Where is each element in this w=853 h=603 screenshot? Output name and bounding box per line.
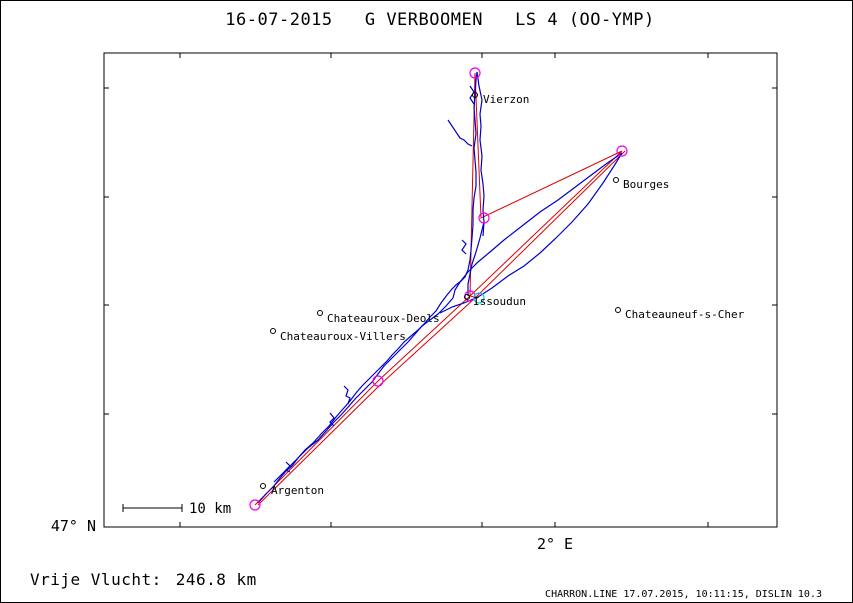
task-line-secondary xyxy=(257,150,626,506)
place-label-argenton: Argenton xyxy=(271,484,324,497)
page-title: 16-07-2015 G VERBOOMEN LS 4 (OO-YMP) xyxy=(225,10,654,30)
track-bourges-return xyxy=(452,152,623,299)
scale-bar-label: 10 km xyxy=(189,501,231,517)
place-labels: Vierzon Bourges Issoudun Chateauroux-Deo… xyxy=(271,93,745,497)
place-marker-chateauroux-deols xyxy=(317,310,323,316)
place-label-chateauroux-villers: Chateauroux-Villers xyxy=(280,330,406,343)
task-line xyxy=(254,72,623,506)
track-thermal-1 xyxy=(343,385,351,405)
track-thermal-3 xyxy=(284,461,291,473)
axis-ticks xyxy=(104,53,777,528)
track-thermal-2 xyxy=(329,412,335,427)
track-excursion-west xyxy=(447,119,473,147)
distance-label: Vrije Vlucht: xyxy=(30,570,162,589)
place-marker-chateauroux-villers xyxy=(270,328,276,334)
distance-caption: Vrije Vlucht: 246.8 km xyxy=(30,570,257,589)
turnpoint-4 xyxy=(478,212,490,224)
start-finish-marker xyxy=(473,292,485,304)
track-bourges-leg xyxy=(439,152,623,314)
turnpoint-start xyxy=(249,499,261,511)
latitude-label: 47° N xyxy=(51,517,96,535)
turnpoints xyxy=(249,67,628,511)
track-final-glide xyxy=(273,297,454,483)
longitude-label: 2° E xyxy=(537,535,573,553)
track-outbound xyxy=(257,71,478,504)
place-marker-chateauneuf xyxy=(615,307,621,313)
place-marker-argenton xyxy=(260,483,266,489)
track-return-issoudun xyxy=(467,221,485,296)
turnpoint-1 xyxy=(372,375,384,387)
place-label-issoudun: Issoudun xyxy=(473,295,526,308)
turnpoint-5 xyxy=(469,67,481,79)
map-frame xyxy=(103,52,778,528)
place-label-bourges: Bourges xyxy=(623,178,669,191)
place-markers xyxy=(260,92,621,489)
track-thermal-4 xyxy=(461,239,467,255)
scale-bar: 10 km xyxy=(122,501,231,517)
place-label-vierzon: Vierzon xyxy=(483,93,529,106)
place-label-chateauneuf: Chateauneuf-s-Cher xyxy=(625,308,745,321)
flight-track xyxy=(257,71,623,504)
turnpoint-3 xyxy=(616,145,628,157)
track-vierzon-leg xyxy=(476,71,485,237)
place-marker-issoudun xyxy=(464,294,470,300)
place-label-chateauroux-deols: Chateauroux-Deols xyxy=(327,312,440,325)
place-marker-bourges xyxy=(613,177,619,183)
credit-line: CHARRON.LINE 17.07.2015, 10:11:15, DISLI… xyxy=(545,589,822,600)
distance-value: 246.8 km xyxy=(176,570,257,589)
place-marker-vierzon xyxy=(472,92,478,98)
